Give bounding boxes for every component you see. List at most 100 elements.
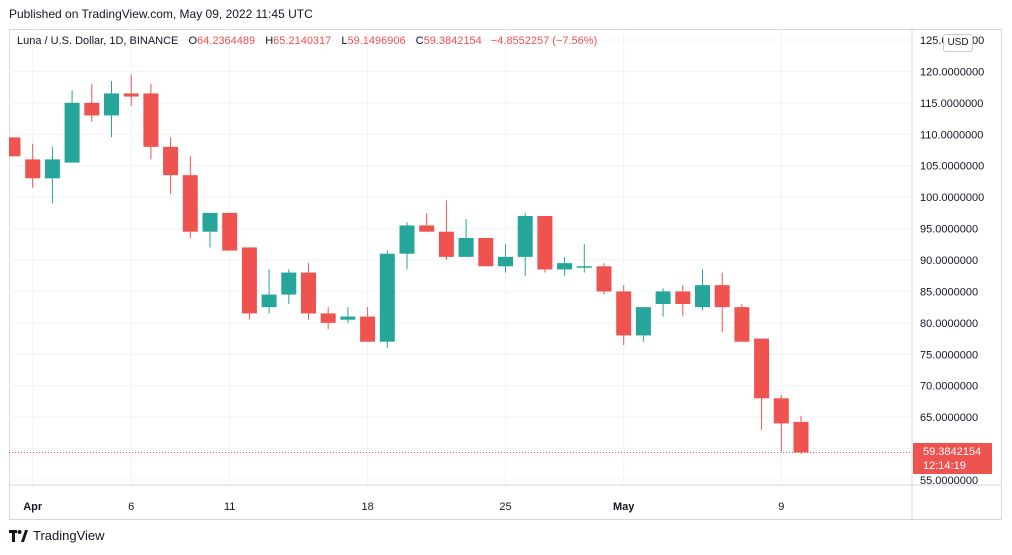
candle-body bbox=[84, 102, 100, 116]
brand-name: TradingView bbox=[33, 528, 105, 543]
y-tick-label: 65.0000000 bbox=[920, 412, 978, 424]
close-key: C bbox=[415, 35, 424, 47]
candle[interactable] bbox=[222, 212, 238, 251]
candle-body bbox=[498, 256, 513, 267]
candle[interactable] bbox=[616, 285, 632, 345]
candle[interactable] bbox=[675, 285, 691, 317]
candle[interactable] bbox=[44, 146, 60, 204]
last-price-value: 59.3842154 bbox=[923, 446, 982, 458]
candle[interactable] bbox=[399, 222, 415, 270]
candle-body bbox=[261, 294, 277, 308]
candle[interactable] bbox=[655, 288, 671, 317]
candle[interactable] bbox=[202, 212, 218, 248]
candle[interactable] bbox=[25, 143, 41, 188]
y-tick-label: 70.0000000 bbox=[920, 381, 978, 393]
candle[interactable] bbox=[379, 250, 395, 348]
candle[interactable] bbox=[281, 269, 297, 304]
y-axis-ticks: 125.0000000120.0000000115.0000000110.000… bbox=[920, 35, 984, 487]
candle-body bbox=[675, 291, 691, 304]
low-key: L bbox=[341, 35, 348, 47]
currency-badge[interactable]: USD bbox=[943, 34, 973, 52]
candle[interactable] bbox=[773, 395, 789, 452]
candle[interactable] bbox=[360, 307, 376, 342]
candle-body bbox=[64, 102, 80, 163]
candle[interactable] bbox=[596, 263, 612, 295]
y-tick-label: 95.0000000 bbox=[920, 224, 978, 236]
candle-body bbox=[438, 231, 454, 257]
candle[interactable] bbox=[734, 304, 750, 342]
candle[interactable] bbox=[714, 272, 730, 333]
y-tick-label: 55.0000000 bbox=[920, 475, 978, 487]
candle-body bbox=[241, 247, 257, 314]
y-tick-label: 120.0000000 bbox=[920, 66, 984, 78]
candle-body bbox=[537, 216, 553, 270]
candle[interactable] bbox=[163, 137, 179, 194]
candle[interactable] bbox=[340, 307, 356, 323]
candle[interactable] bbox=[695, 269, 710, 311]
x-tick-label: 25 bbox=[499, 501, 511, 513]
candle[interactable] bbox=[635, 307, 651, 342]
candle-body bbox=[182, 175, 198, 232]
candle-body bbox=[202, 212, 218, 232]
candle[interactable] bbox=[301, 263, 316, 320]
candle[interactable] bbox=[458, 219, 474, 257]
candle[interactable] bbox=[241, 247, 257, 320]
candle-body bbox=[655, 291, 671, 304]
candle[interactable] bbox=[320, 307, 336, 330]
candle[interactable] bbox=[123, 74, 139, 106]
y-tick-label: 115.0000000 bbox=[920, 98, 983, 110]
x-axis-ticks: Apr 6 11 18 25 May 9 bbox=[23, 501, 784, 513]
candle-body bbox=[143, 93, 159, 147]
candle[interactable] bbox=[754, 338, 770, 430]
y-tick-label: 110.0000000 bbox=[920, 129, 983, 141]
candle-body bbox=[44, 159, 60, 179]
candle-body bbox=[379, 253, 395, 342]
tradingview-logo-icon bbox=[9, 529, 28, 542]
symbol-label: Luna / U.S. Dollar, 1D, BINANCE bbox=[17, 35, 179, 47]
candle-body bbox=[340, 316, 356, 320]
candle[interactable] bbox=[419, 212, 435, 232]
candle[interactable] bbox=[261, 269, 277, 314]
candle[interactable] bbox=[143, 84, 159, 160]
candle-body bbox=[104, 93, 119, 116]
candle-body bbox=[478, 238, 494, 267]
y-tick-label: 85.0000000 bbox=[920, 286, 978, 298]
candle-body bbox=[399, 225, 415, 254]
candle-body bbox=[419, 225, 435, 232]
candle[interactable] bbox=[84, 84, 100, 122]
candle[interactable] bbox=[793, 415, 809, 454]
candle-body bbox=[616, 291, 632, 336]
y-tick-label: 105.0000000 bbox=[920, 161, 984, 173]
candle[interactable] bbox=[182, 156, 198, 238]
candle-body bbox=[695, 285, 710, 308]
footer-brand[interactable]: TradingView bbox=[9, 528, 105, 543]
x-tick-label: May bbox=[613, 501, 635, 513]
candle-body bbox=[25, 159, 41, 179]
candle-body bbox=[458, 238, 474, 257]
symbol-legend: Luna / U.S. Dollar, 1D, BINANCE O64.2364… bbox=[17, 35, 597, 47]
bar-countdown: 12:14:19 bbox=[923, 460, 966, 472]
candle[interactable] bbox=[498, 244, 513, 273]
candle[interactable] bbox=[576, 244, 592, 273]
candle-body bbox=[734, 307, 750, 342]
candle[interactable] bbox=[9, 137, 21, 157]
x-tick-label: 18 bbox=[361, 501, 373, 513]
candle[interactable] bbox=[557, 256, 573, 276]
candle[interactable] bbox=[537, 216, 553, 273]
candle-body bbox=[517, 216, 533, 257]
candle[interactable] bbox=[438, 200, 454, 260]
candle-body bbox=[9, 137, 21, 157]
candle-body bbox=[773, 398, 789, 424]
change-value: −4.8552257 (−7.56%) bbox=[490, 35, 598, 47]
candle[interactable] bbox=[104, 80, 119, 138]
candle[interactable] bbox=[517, 212, 533, 276]
candle-body bbox=[754, 338, 770, 399]
x-tick-label: 6 bbox=[128, 501, 134, 513]
candle[interactable] bbox=[478, 238, 494, 267]
candle[interactable] bbox=[64, 90, 80, 163]
candle-body bbox=[163, 146, 179, 176]
candle-body bbox=[301, 272, 316, 314]
open-value: 64.2364489 bbox=[197, 35, 256, 47]
close-value: 59.3842154 bbox=[423, 35, 482, 47]
